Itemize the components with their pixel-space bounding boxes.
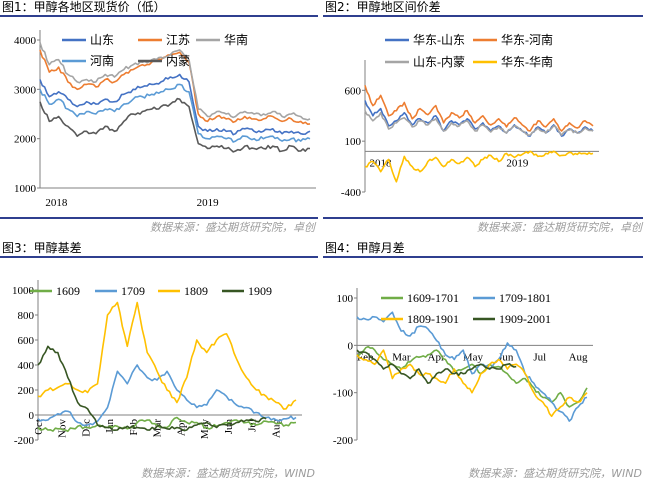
legend-label-2: 山东-内蒙 [413, 55, 465, 69]
bottom-rule-2 [323, 217, 643, 219]
source-note-1: 数据来源：盛达期货研究院，卓创 [150, 221, 315, 234]
source-note-2: 数据来源：盛达期货研究院，卓创 [477, 221, 642, 234]
x-tick-label-0: Oct [33, 419, 45, 435]
title-rule-4 [323, 256, 643, 258]
chart-panel-2: 图2：甲醇地区间价差 -400 100 600 2018 2019 华东-山东 华东-河南山… [323, 0, 646, 240]
series-line-1 [39, 49, 311, 125]
y-tick-label-2: 3000 [14, 84, 37, 96]
y-tick-label-0: 1000 [14, 183, 37, 195]
legend-label-3: 华东-华南 [501, 54, 553, 69]
y-tick-label-0: -200 [14, 435, 35, 447]
series-line-2 [39, 42, 311, 121]
legend-label-4: 内蒙 [166, 54, 190, 68]
legend-label-2: 1809 [184, 284, 208, 298]
title-rule-3 [0, 256, 318, 258]
y-tick-label-0: -200 [333, 435, 354, 447]
legend-label-0: 华东-山东 [413, 33, 465, 47]
chart-panel-1: 图1：甲醇各地区现货价（低） 1000 2000 3000 4000 2018 2019 山… [0, 0, 323, 240]
legend-label-3: 1909-2001 [499, 312, 551, 326]
x-tick-label-1: 2019 [506, 157, 529, 169]
y-tick-label-1: 0 [29, 410, 35, 422]
y-tick-label-2: 600 [345, 85, 362, 97]
y-tick-label-3: 400 [18, 360, 35, 372]
y-tick-label-2: 200 [18, 385, 35, 397]
chart-panel-4: 图4：甲醇月差 -200 -100 0 100 Feb Mar Apr May Jun Jul Au… [323, 241, 646, 481]
y-tick-label-3: 4000 [14, 35, 37, 47]
series-line-3 [37, 345, 267, 432]
x-tick-label-1: Mar [392, 351, 411, 363]
y-tick-label-5: 800 [18, 310, 35, 322]
legend-label-1: 1709-1801 [499, 291, 551, 305]
legend-label-3: 1909 [248, 284, 272, 298]
x-tick-label-1: Nov [57, 419, 69, 438]
y-tick-label-1: 100 [345, 136, 362, 148]
legend-label-0: 山东 [90, 33, 114, 47]
chart-title-3: 图3：甲醇基差 [2, 241, 82, 255]
y-tick-label-6: 1000 [12, 285, 35, 297]
y-tick-label-3: 100 [337, 293, 354, 305]
chart-title-1: 图1：甲醇各地区现货价（低） [2, 0, 166, 14]
series-line-0 [37, 416, 297, 433]
series-line-3 [39, 83, 311, 143]
y-tick-label-0: -400 [341, 187, 362, 199]
legend-label-0: 1609-1701 [407, 291, 459, 305]
title-rule-2 [323, 15, 643, 17]
x-tick-label-1: 2019 [197, 197, 220, 209]
legend-label-1: 1709 [121, 284, 145, 298]
x-tick-label-6: Apr [175, 419, 187, 436]
series-line-1 [37, 364, 297, 427]
legend-label-1: 华东-河南 [501, 32, 553, 47]
chart-title-2: 图2：甲醇地区间价差 [325, 0, 441, 14]
series-line-1 [356, 311, 588, 422]
title-rule-1 [0, 15, 318, 17]
chart-title-4: 图4：甲醇月差 [325, 241, 405, 255]
series-line-4 [39, 97, 311, 153]
legend-label-0: 1609 [56, 284, 80, 298]
series-line-3 [356, 349, 517, 384]
source-note-4: 数据来源：盛达期货研究院，WIND [468, 467, 642, 480]
series-line-2 [37, 301, 297, 410]
legend-label-2: 1809-1901 [407, 312, 459, 326]
x-tick-label-0: 2018 [45, 197, 68, 209]
y-tick-label-1: -100 [333, 388, 354, 400]
legend-label-2: 华南 [224, 32, 248, 47]
y-tick-label-2: 0 [348, 340, 354, 352]
bottom-rule-1 [0, 217, 318, 219]
legend-label-3: 河南 [90, 53, 114, 68]
series-line-2 [364, 110, 594, 136]
chart-panel-3: 图3：甲醇基差 -200 0 200 400 600 800 1000 Oct Nov Dec Ja… [0, 241, 323, 481]
legend-label-1: 江苏 [166, 33, 190, 47]
y-tick-label-4: 600 [18, 335, 35, 347]
series-line-2 [356, 349, 588, 418]
y-tick-label-1: 2000 [14, 134, 37, 146]
source-note-3: 数据来源：盛达期货研究院，WIND [141, 467, 315, 480]
series-line-3 [364, 150, 594, 183]
x-tick-label-5: Jul [533, 351, 546, 363]
series-line-1 [364, 85, 594, 132]
series-line-0 [39, 73, 311, 136]
x-tick-label-6: Aug [569, 351, 588, 363]
